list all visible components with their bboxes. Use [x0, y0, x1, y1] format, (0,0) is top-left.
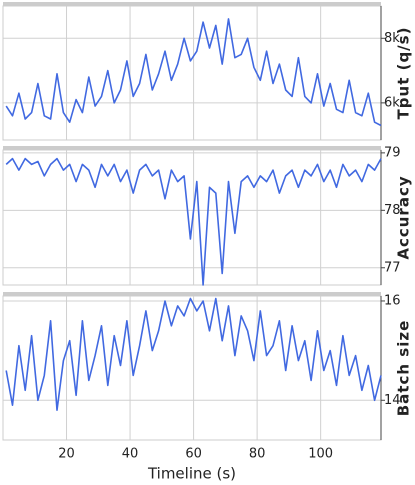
line-series: [5, 297, 382, 411]
x-axis-label: Timeline (s): [147, 465, 236, 483]
x-tick-label: 40: [122, 447, 139, 462]
y-tick-label: 77: [384, 260, 401, 275]
y-axis-label: Tput (q/s): [395, 27, 413, 120]
panel-frame: [2, 5, 382, 141]
y-tick-label: 14: [384, 393, 401, 408]
x-tick-label: 20: [58, 447, 75, 462]
x-tick-label: 80: [249, 447, 266, 462]
y-tick-label: 6k: [384, 95, 400, 110]
y-tick-label: 16: [384, 293, 401, 308]
line-series: [5, 18, 382, 127]
y-tick-label: 8k: [384, 31, 400, 46]
y-tick-label: 79: [384, 145, 401, 160]
y-tick-label: 78: [384, 203, 401, 218]
x-tick-label: 60: [185, 447, 202, 462]
x-tick-label: 100: [308, 447, 333, 462]
y-axis-label: Batch size: [395, 320, 413, 417]
line-series: [5, 157, 382, 286]
y-axis-label: Accuracy: [395, 175, 413, 259]
